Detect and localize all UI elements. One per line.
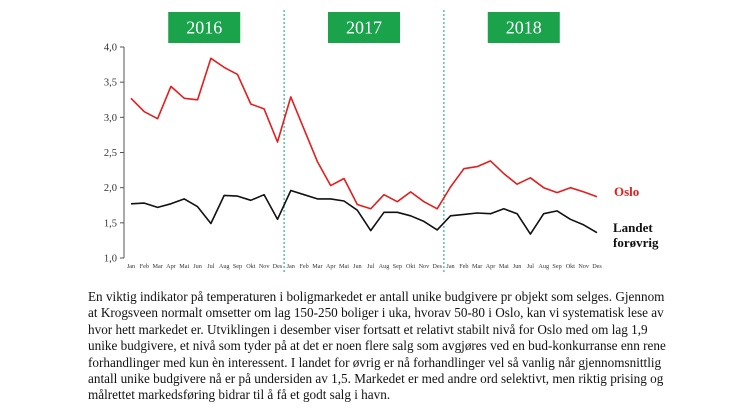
year-badge-label: 2016	[186, 18, 222, 38]
series-line-oslo	[130, 57, 598, 210]
year-badge-label: 2018	[506, 18, 542, 38]
x-tick-label: Mar	[472, 263, 482, 270]
x-tick-label: Nov	[259, 263, 271, 270]
y-tick-label: 3,0	[104, 113, 117, 124]
x-tick-label: Sep	[233, 263, 242, 270]
x-tick-label: Mai	[499, 263, 509, 270]
year-badge-label: 2017	[346, 18, 382, 38]
x-tick-label: Aug	[379, 263, 390, 270]
x-tick-label: Jul	[367, 263, 375, 270]
x-tick-label: Aug	[538, 263, 549, 270]
legend-oslo: Oslo	[614, 184, 639, 199]
x-tick-label: Des	[432, 263, 442, 270]
x-tick-label: Sep	[393, 263, 402, 270]
x-tick-label: Jul	[207, 263, 215, 270]
x-tick-label: Des	[273, 263, 283, 270]
y-tick-label: 4,0	[104, 43, 117, 54]
x-tick-label: Jul	[527, 263, 535, 270]
y-tick-label: 2,0	[104, 183, 117, 194]
x-tick-label: Apr	[166, 263, 176, 270]
x-tick-label: Feb	[140, 263, 149, 270]
x-tick-label: Mar	[312, 263, 322, 270]
x-tick-label: Mai	[179, 263, 189, 270]
x-tick-label: Des	[592, 263, 602, 270]
x-tick-label: Apr	[326, 263, 336, 270]
x-tick-label: Aug	[219, 263, 230, 270]
x-tick-label: Mai	[339, 263, 349, 270]
series-line-landet	[130, 189, 598, 235]
x-tick-label: Feb	[459, 263, 468, 270]
chart-caption: En viktig indikator på temperaturen i bo…	[88, 289, 666, 403]
x-tick-label: Okt	[566, 263, 576, 270]
year-badge	[487, 12, 560, 43]
x-tick-label: Jun	[193, 263, 202, 270]
x-tick-label: Jan	[287, 263, 295, 270]
x-tick-label: Jan	[127, 263, 135, 270]
y-tick-label: 2,5	[104, 148, 117, 159]
y-tick-label: 3,5	[104, 78, 117, 89]
y-tick-label: 1,0	[104, 254, 117, 265]
x-tick-label: Jun	[513, 263, 522, 270]
x-tick-label: Mar	[152, 263, 162, 270]
year-badge	[168, 12, 241, 43]
x-tick-label: Feb	[299, 263, 308, 270]
year-badge	[328, 12, 400, 43]
x-tick-label: Apr	[486, 263, 496, 270]
x-tick-label: Nov	[578, 263, 590, 270]
legend-landet: Landet forøvrig	[613, 220, 659, 250]
x-tick-label: Jun	[353, 263, 362, 270]
y-tick-label: 1,5	[104, 218, 117, 229]
x-tick-label: Jan	[446, 263, 454, 270]
x-tick-label: Okt	[246, 263, 256, 270]
x-tick-label: Sep	[552, 263, 561, 270]
x-tick-label: Nov	[419, 263, 431, 270]
x-tick-label: Okt	[406, 263, 416, 270]
